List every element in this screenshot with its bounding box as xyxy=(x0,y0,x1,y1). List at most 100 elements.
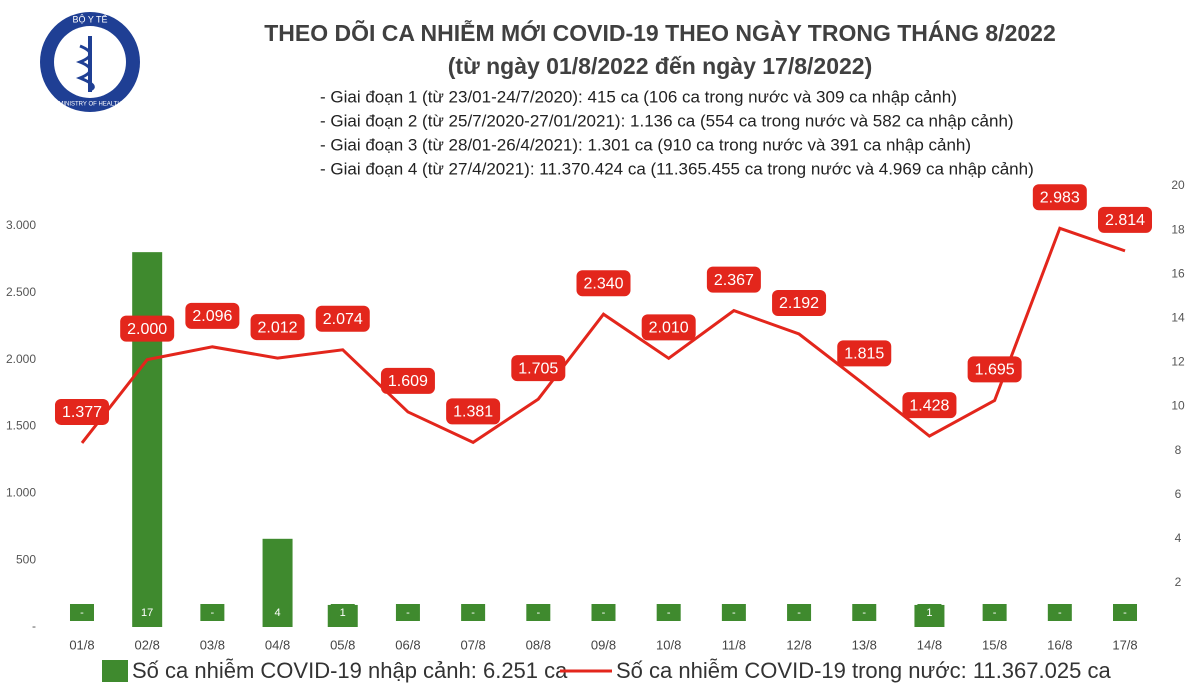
line-label: 1.381 xyxy=(453,404,493,421)
bar-label: - xyxy=(1123,607,1127,619)
bar-label: 17 xyxy=(141,607,153,619)
line-label: 2.096 xyxy=(192,308,232,325)
y-tick-label: 2.000 xyxy=(6,352,36,366)
line-label: 2.010 xyxy=(649,320,689,337)
legend-label: Số ca nhiễm COVID-19 nhập cảnh: 6.251 ca xyxy=(132,658,568,683)
line-label: 2.012 xyxy=(258,319,298,336)
logo-bottom: MINISTRY OF HEALTH xyxy=(58,102,121,108)
bar-label-box xyxy=(591,604,616,621)
line-label-box xyxy=(380,367,435,394)
bar-label-box xyxy=(982,604,1007,621)
y2-tick-label: 14 xyxy=(1171,310,1185,324)
x-tick-label: 09/8 xyxy=(591,637,616,652)
x-tick-label: 16/8 xyxy=(1047,637,1072,652)
line-label: 1.695 xyxy=(975,362,1015,379)
bar-label: - xyxy=(797,607,801,619)
line-label-box xyxy=(967,356,1022,383)
x-tick-label: 01/8 xyxy=(69,637,94,652)
x-tick-label: 04/8 xyxy=(265,637,290,652)
line-label-box xyxy=(706,266,761,293)
bar-label: 4 xyxy=(274,607,280,619)
line-label-box xyxy=(315,305,370,332)
bar-label-box xyxy=(526,604,551,621)
bar-label-box xyxy=(395,604,420,621)
logo-top: BỘ Y TẾ xyxy=(72,14,107,24)
note: - Giai đoạn 4 (từ 27/4/2021): 11.370.424… xyxy=(320,159,1034,178)
x-tick-label: 15/8 xyxy=(982,637,1007,652)
x-tick-label: 14/8 xyxy=(917,637,942,652)
line-label: 2.814 xyxy=(1105,212,1145,229)
bar-label-box xyxy=(721,604,746,621)
line-label-box xyxy=(511,355,566,382)
y-tick-label: 2.500 xyxy=(6,285,36,299)
y-tick-label: - xyxy=(32,619,36,633)
bar-label-box xyxy=(330,604,355,621)
bar-label-box xyxy=(135,604,160,621)
line-label-box xyxy=(576,270,631,297)
bar-label-box xyxy=(69,604,94,621)
bar-label-box xyxy=(787,604,812,621)
bar-label-box xyxy=(461,604,486,621)
bar-label: - xyxy=(732,607,736,619)
x-tick-label: 03/8 xyxy=(200,637,225,652)
bar-label: 1 xyxy=(340,607,346,619)
bar-label-box xyxy=(265,604,290,621)
y-tick-label: 3.000 xyxy=(6,218,36,232)
x-tick-label: 05/8 xyxy=(330,637,355,652)
note: - Giai đoạn 1 (từ 23/01-24/7/2020): 415 … xyxy=(320,87,957,106)
y-tick-label: 1.000 xyxy=(6,486,36,500)
line-label: 1.609 xyxy=(388,373,428,390)
y2-tick-label: 2 xyxy=(1175,575,1182,589)
line-label-box xyxy=(54,398,109,425)
bar-label-box xyxy=(852,604,877,621)
chart-subtitle: (từ ngày 01/8/2022 đến ngày 17/8/2022) xyxy=(448,53,872,79)
legend-label: Số ca nhiễm COVID-19 trong nước: 11.367.… xyxy=(616,658,1111,683)
line-label-box xyxy=(902,392,957,419)
line xyxy=(80,226,1126,445)
y2-tick-label: 18 xyxy=(1171,222,1185,236)
line-label: 2.983 xyxy=(1040,189,1080,206)
note: - Giai đoạn 2 (từ 25/7/2020-27/01/2021):… xyxy=(320,111,1014,130)
line-label: 2.074 xyxy=(323,311,363,328)
line-label-box xyxy=(837,340,892,367)
bar-label: - xyxy=(80,607,84,619)
bar xyxy=(132,252,163,627)
line-label-box xyxy=(250,314,305,341)
bar-label-box xyxy=(1113,604,1138,621)
y2-tick-label: 6 xyxy=(1175,487,1182,501)
line-label-box xyxy=(1098,206,1153,233)
y-tick-label: 1.500 xyxy=(6,419,36,433)
line-label-box xyxy=(446,398,501,425)
logo: BỘ Y TẾ MINISTRY OF HEALTH xyxy=(40,12,140,112)
bar-label: - xyxy=(211,607,215,619)
legend-swatch xyxy=(102,660,128,682)
x-tick-label: 08/8 xyxy=(526,637,551,652)
y2-tick-label: 20 xyxy=(1171,178,1185,192)
y2-tick-label: 16 xyxy=(1171,266,1185,280)
y2-tick-label: 4 xyxy=(1175,531,1182,545)
line-label: 2.192 xyxy=(779,295,819,312)
x-tick-label: 12/8 xyxy=(786,637,811,652)
x-tick-label: 06/8 xyxy=(395,637,420,652)
logo-snake xyxy=(75,44,95,92)
bar-label-box xyxy=(656,604,681,621)
x-tick-label: 02/8 xyxy=(135,637,160,652)
bar-label-box xyxy=(200,604,225,621)
x-tick-label: 13/8 xyxy=(852,637,877,652)
x-tick-label: 17/8 xyxy=(1112,637,1137,652)
line-label-box xyxy=(120,315,175,342)
line-label: 2.340 xyxy=(583,275,623,292)
bar-label: - xyxy=(993,607,997,619)
line-label: 2.367 xyxy=(714,272,754,289)
line-label-box xyxy=(185,302,240,329)
x-tick-label: 10/8 xyxy=(656,637,681,652)
x-tick-label: 07/8 xyxy=(460,637,485,652)
bar-label: - xyxy=(862,607,866,619)
y2-tick-label: 10 xyxy=(1171,399,1185,413)
line-label-box xyxy=(641,314,696,341)
line-label: 1.815 xyxy=(844,346,884,363)
line-label-box xyxy=(1032,184,1087,211)
line-label: 1.428 xyxy=(909,397,949,414)
note: - Giai đoạn 3 (từ 28/01-26/4/2021): 1.30… xyxy=(320,135,971,154)
